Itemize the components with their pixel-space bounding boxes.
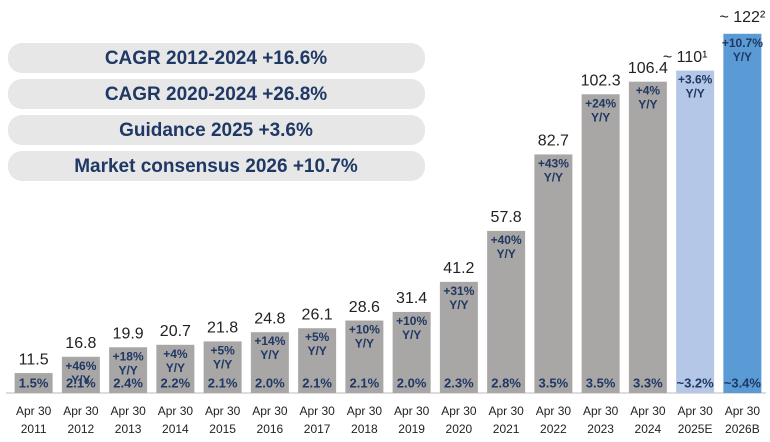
value-label: 20.7 bbox=[160, 323, 191, 340]
callout-text: CAGR 2020-2024 +26.8% bbox=[105, 84, 327, 105]
x-tick-label: Apr 30 2016 bbox=[252, 404, 288, 436]
x-tick-label: Apr 30 2025E bbox=[677, 404, 713, 436]
bar bbox=[628, 81, 667, 393]
growth-label: +40% Y/Y bbox=[491, 233, 522, 261]
bar bbox=[345, 320, 384, 393]
callout-box bbox=[8, 79, 425, 109]
share-label: 2.1% bbox=[208, 375, 238, 390]
x-tick-label: Apr 30 2024 bbox=[630, 404, 666, 436]
x-tick-label: Apr 30 2013 bbox=[110, 404, 146, 436]
bar bbox=[250, 332, 289, 393]
callout-text: Market consensus 2026 +10.7% bbox=[74, 156, 358, 177]
share-label: 3.5% bbox=[539, 375, 569, 390]
share-label: ~3.2% bbox=[677, 375, 715, 390]
value-label: 28.6 bbox=[349, 299, 380, 316]
x-tick-label: Apr 30 2023 bbox=[583, 404, 619, 436]
growth-label: +46% Y/Y bbox=[65, 359, 96, 387]
bar bbox=[109, 347, 148, 393]
growth-label: +10% Y/Y bbox=[349, 323, 380, 351]
callout-text: Guidance 2025 +3.6% bbox=[119, 120, 313, 141]
value-label: 106.4 bbox=[628, 60, 668, 77]
value-label: 57.8 bbox=[491, 209, 522, 226]
value-label: 31.4 bbox=[396, 290, 427, 307]
value-label: 16.8 bbox=[65, 335, 96, 352]
bar bbox=[534, 154, 573, 393]
share-label: 2.4% bbox=[113, 375, 143, 390]
growth-label: +43% Y/Y bbox=[538, 157, 569, 185]
value-label: 41.2 bbox=[443, 260, 474, 277]
x-tick-label: Apr 30 2017 bbox=[299, 404, 335, 436]
bar bbox=[723, 33, 762, 393]
bar bbox=[298, 328, 337, 393]
share-label: 2.2% bbox=[161, 375, 191, 390]
x-tick-label: Apr 30 2018 bbox=[347, 404, 383, 436]
growth-label: +24% Y/Y bbox=[585, 96, 616, 124]
share-label: 2.8% bbox=[491, 375, 521, 390]
value-label: 82.7 bbox=[538, 133, 569, 150]
bar bbox=[581, 94, 620, 393]
value-label: 24.8 bbox=[254, 310, 285, 327]
value-label: 26.1 bbox=[302, 306, 333, 323]
bar bbox=[676, 70, 715, 393]
bar bbox=[14, 373, 53, 393]
bar bbox=[156, 344, 195, 393]
x-tick-label: Apr 30 2021 bbox=[488, 404, 524, 436]
x-tick-label: Apr 30 2015 bbox=[205, 404, 241, 436]
value-label: 21.8 bbox=[207, 320, 238, 337]
share-label: 2.1% bbox=[350, 375, 380, 390]
x-tick-label: Apr 30 2022 bbox=[536, 404, 572, 436]
value-label: 11.5 bbox=[19, 351, 49, 368]
share-label: 3.5% bbox=[586, 375, 616, 390]
share-label: 3.3% bbox=[633, 375, 663, 390]
x-tick-label: Apr 30 2026B bbox=[725, 404, 761, 436]
share-label: 2.0% bbox=[255, 375, 285, 390]
x-tick-label: Apr 30 2011 bbox=[16, 404, 52, 436]
share-label: ~3.4% bbox=[724, 375, 762, 390]
growth-label: +5% Y/Y bbox=[305, 330, 330, 358]
growth-label: +5% Y/Y bbox=[210, 344, 235, 372]
value-label: ~ 110¹ bbox=[663, 49, 708, 66]
growth-label: +31% Y/Y bbox=[443, 284, 474, 312]
value-label: ~ 122² bbox=[719, 9, 765, 26]
share-label: 2.1% bbox=[302, 375, 332, 390]
bar bbox=[203, 341, 242, 393]
bar bbox=[392, 311, 431, 393]
callout-box bbox=[8, 43, 425, 73]
x-tick-label: Apr 30 2014 bbox=[158, 404, 194, 436]
callout-box bbox=[8, 151, 425, 181]
x-tick-label: Apr 30 2012 bbox=[63, 404, 99, 436]
callout-text: CAGR 2012-2024 +16.6% bbox=[105, 48, 327, 69]
share-label: 2.3% bbox=[444, 375, 474, 390]
share-label: 2.0% bbox=[397, 375, 427, 390]
bar bbox=[61, 356, 100, 393]
growth-label: +10% Y/Y bbox=[396, 314, 427, 342]
growth-label: +14% Y/Y bbox=[254, 334, 285, 362]
callout-box bbox=[8, 115, 425, 145]
bar bbox=[439, 281, 478, 393]
growth-label: +3.6% Y/Y bbox=[678, 73, 713, 101]
share-label: 2.1% bbox=[66, 375, 96, 390]
x-tick-label: Apr 30 2019 bbox=[394, 404, 430, 436]
value-label: 102.3 bbox=[581, 72, 621, 89]
share-label: 1.5% bbox=[19, 375, 49, 390]
x-tick-label: Apr 30 2020 bbox=[441, 404, 477, 436]
growth-label: +10.7% Y/Y bbox=[722, 36, 763, 64]
value-label: 19.9 bbox=[113, 325, 144, 342]
bar bbox=[487, 230, 526, 393]
growth-label: +4% Y/Y bbox=[163, 347, 188, 375]
growth-label: +18% Y/Y bbox=[113, 349, 144, 377]
growth-label: +4% Y/Y bbox=[636, 84, 661, 112]
